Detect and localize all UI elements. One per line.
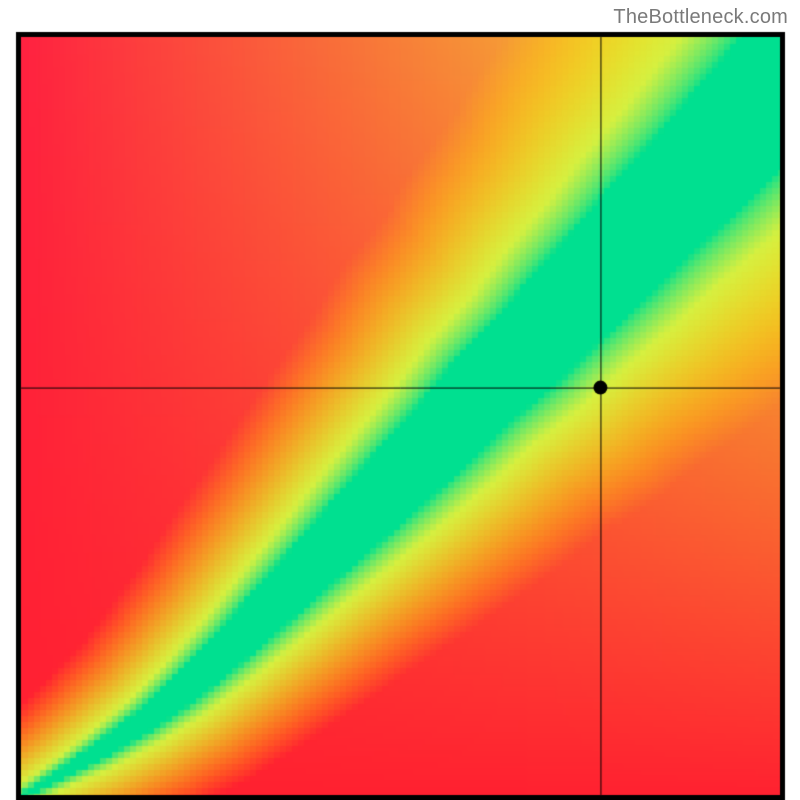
watermark-text: TheBottleneck.com [613, 6, 788, 29]
crosshair-overlay [0, 0, 800, 800]
